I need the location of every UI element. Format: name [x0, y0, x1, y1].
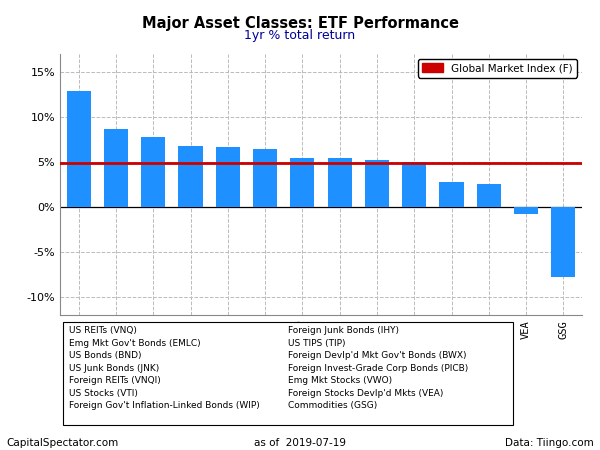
Bar — [178, 146, 203, 207]
Bar — [328, 158, 352, 207]
Bar — [67, 91, 91, 207]
Bar — [514, 207, 538, 214]
Bar — [215, 147, 240, 207]
Bar — [104, 129, 128, 207]
Bar — [476, 184, 501, 207]
Bar — [365, 160, 389, 207]
Text: 1yr % total return: 1yr % total return — [244, 29, 356, 42]
Bar — [551, 207, 575, 277]
Text: CapitalSpectator.com: CapitalSpectator.com — [6, 438, 118, 448]
Text: US REITs (VNQ)
Emg Mkt Gov't Bonds (EMLC)
US Bonds (BND)
US Junk Bonds (JNK)
For: US REITs (VNQ) Emg Mkt Gov't Bonds (EMLC… — [69, 326, 260, 410]
Bar — [439, 182, 464, 207]
Text: as of  2019-07-19: as of 2019-07-19 — [254, 438, 346, 448]
Legend: Global Market Index (F): Global Market Index (F) — [418, 59, 577, 77]
Text: Foreign Junk Bonds (IHY)
US TIPS (TIP)
Foreign Devlp'd Mkt Gov't Bonds (BWX)
For: Foreign Junk Bonds (IHY) US TIPS (TIP) F… — [288, 326, 468, 410]
Bar — [290, 158, 314, 207]
Bar — [402, 162, 427, 207]
Bar — [141, 137, 166, 207]
Text: Data: Tiingo.com: Data: Tiingo.com — [505, 438, 594, 448]
Bar — [253, 148, 277, 207]
Text: Major Asset Classes: ETF Performance: Major Asset Classes: ETF Performance — [142, 16, 458, 31]
